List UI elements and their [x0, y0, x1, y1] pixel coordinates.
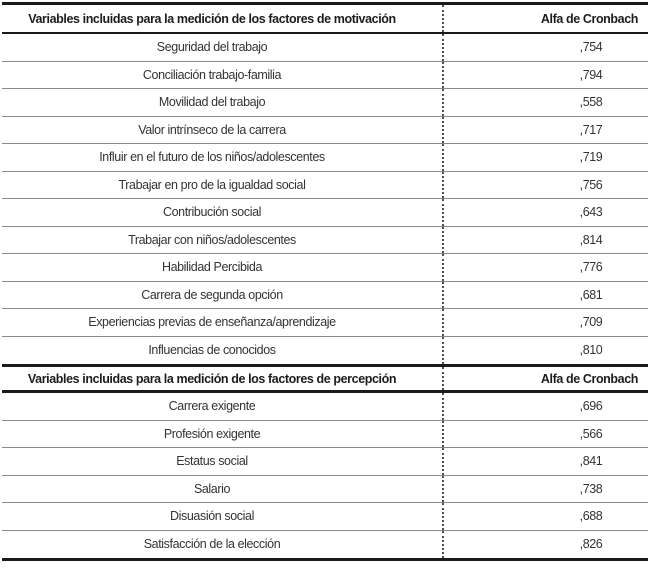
factor-name-cell: Carrera de segunda opción [141, 287, 283, 302]
factor-name-cell: Satisfacción de la elección [143, 537, 281, 552]
alpha-value-cell: ,814 [442, 226, 648, 253]
section-motivacion: Variables incluidas para la medición de … [2, 5, 648, 364]
factor-name-cell: Salario [193, 481, 231, 496]
table-row: Satisfacción de la elección ,826 [2, 530, 648, 558]
table-row: Salario ,738 [2, 475, 648, 503]
alpha-value-cell: ,688 [442, 503, 648, 530]
table-row: Valor intrínseco de la carrera ,717 [2, 116, 648, 144]
column-header-variables: Variables incluidas para la medición de … [27, 371, 397, 386]
alpha-value-cell: ,709 [442, 309, 648, 336]
alpha-value-cell: ,643 [442, 199, 648, 226]
section-rows-percepcion: Carrera exigente ,696 Profesión exigente… [2, 393, 648, 558]
table-row: Carrera de segunda opción ,681 [2, 281, 648, 309]
alpha-value-cell: ,794 [442, 61, 648, 88]
cronbach-alpha-table: Variables incluidas para la medición de … [2, 2, 648, 561]
factor-name-cell: Experiencias previas de enseñanza/aprend… [88, 315, 336, 330]
alpha-value-cell: ,826 [442, 530, 648, 558]
section-rows-motivacion: Seguridad del trabajo ,754 Conciliación … [2, 34, 648, 364]
alpha-value-cell: ,810 [442, 336, 648, 364]
factor-name-cell: Profesión exigente [163, 426, 261, 441]
factor-name-cell: Estatus social [176, 454, 248, 469]
section-percepcion: Variables incluidas para la medición de … [2, 364, 648, 558]
factor-name-cell: Disuasión social [170, 509, 254, 524]
alpha-value-cell: ,738 [442, 475, 648, 502]
alpha-value-cell: ,841 [442, 448, 648, 475]
alpha-value-cell: ,756 [442, 171, 648, 198]
factor-name-cell: Conciliación trabajo-familia [142, 67, 282, 82]
factor-name-cell: Trabajar en pro de la igualdad social [118, 177, 306, 192]
factor-name-cell: Habilidad Percibida [161, 260, 263, 275]
factor-name-cell: Influencias de conocidos [148, 343, 276, 358]
factor-name-cell: Valor intrínseco de la carrera [138, 122, 286, 137]
table-row: Contribución social ,643 [2, 199, 648, 227]
alpha-value-cell: ,719 [442, 144, 648, 171]
table-row: Seguridad del trabajo ,754 [2, 34, 648, 62]
alpha-value-cell: ,566 [442, 420, 648, 447]
alpha-value-cell: ,681 [442, 281, 648, 308]
table-row: Disuasión social ,688 [2, 503, 648, 531]
table-row: Carrera exigente ,696 [2, 393, 648, 421]
table-row: Habilidad Percibida ,776 [2, 254, 648, 282]
table-row: Trabajar en pro de la igualdad social ,7… [2, 171, 648, 199]
table-row: Profesión exigente ,566 [2, 420, 648, 448]
table-row: Experiencias previas de enseñanza/aprend… [2, 309, 648, 337]
factor-name-cell: Contribución social [162, 205, 261, 220]
table-row: Influencias de conocidos ,810 [2, 336, 648, 364]
factor-name-cell: Influir en el futuro de los niños/adoles… [99, 150, 325, 165]
column-header-variables: Variables incluidas para la medición de … [28, 11, 396, 26]
column-header-alpha: Alfa de Cronbach [442, 5, 648, 32]
alpha-value-cell: ,754 [442, 34, 648, 61]
factor-name-cell: Movilidad del trabajo [158, 95, 266, 110]
table-row: Conciliación trabajo-familia ,794 [2, 61, 648, 89]
table-row: Influir en el futuro de los niños/adoles… [2, 144, 648, 172]
alpha-value-cell: ,558 [442, 89, 648, 116]
factor-name-cell: Trabajar con niños/adolescentes [128, 232, 296, 247]
alpha-value-cell: ,717 [442, 116, 648, 143]
column-header-alpha: Alfa de Cronbach [442, 367, 648, 390]
table-row: Estatus social ,841 [2, 448, 648, 476]
factor-name-cell: Seguridad del trabajo [156, 40, 268, 55]
table-row: Trabajar con niños/adolescentes ,814 [2, 226, 648, 254]
section-header-row-percepcion: Variables incluidas para la medición de … [2, 364, 648, 393]
section-header-row-motivacion: Variables incluidas para la medición de … [2, 5, 648, 34]
factor-name-cell: Carrera exigente [168, 399, 256, 414]
alpha-value-cell: ,696 [442, 393, 648, 420]
table-row: Movilidad del trabajo ,558 [2, 89, 648, 117]
alpha-value-cell: ,776 [442, 254, 648, 281]
